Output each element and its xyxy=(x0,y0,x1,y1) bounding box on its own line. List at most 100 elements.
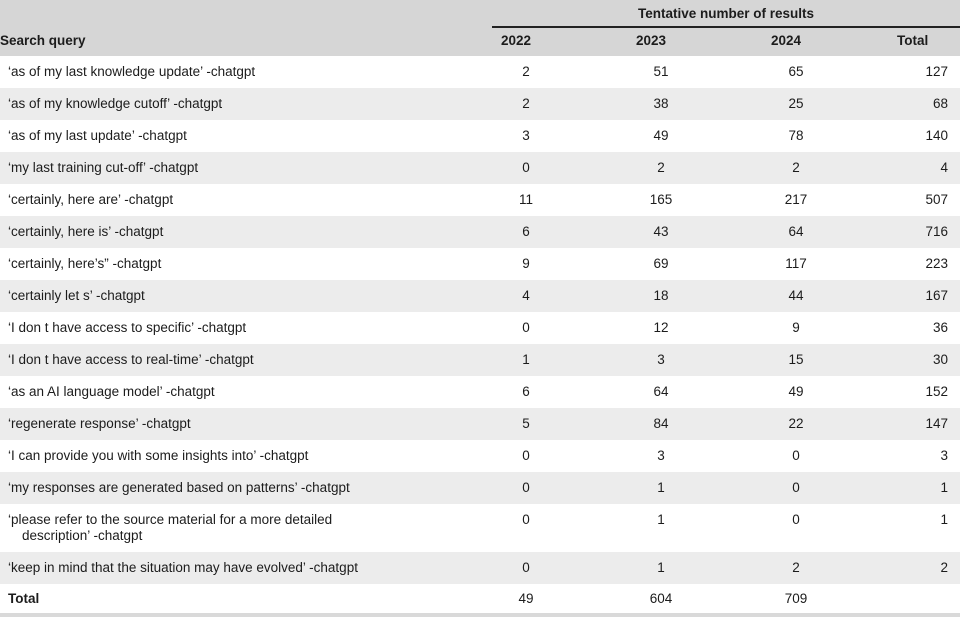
query-cell: ‘I can provide you with some insights in… xyxy=(8,448,309,463)
col-header-search-query: Search query xyxy=(0,27,492,56)
value-total-cell: 167 xyxy=(925,288,949,303)
value-2024-cell: 78 xyxy=(788,128,804,143)
query-cell: ‘I don t have access to real-time’ -chat… xyxy=(8,352,254,367)
value-2023-cell: 3 xyxy=(657,352,665,367)
value-total-cell: 36 xyxy=(933,320,949,335)
value-2022-cell: 4 xyxy=(522,288,530,303)
value-2023-cell: 604 xyxy=(649,591,673,606)
value-2022-cell: 11 xyxy=(518,192,533,207)
value-2024-cell: 709 xyxy=(784,591,808,606)
value-2024-cell: 64 xyxy=(788,224,804,239)
value-2023-cell: 18 xyxy=(653,288,669,303)
table-row: ‘regenerate response’ -chatgpt 5 84 22 1… xyxy=(0,408,960,440)
table-row: ‘I can provide you with some insights in… xyxy=(0,440,960,472)
value-total-cell: 1 xyxy=(940,480,949,495)
value-2024-cell: 25 xyxy=(788,96,804,111)
value-2024-cell: 0 xyxy=(792,448,800,463)
query-cell: ‘my last training cut-off’ -chatgpt xyxy=(8,160,199,175)
value-2022-cell: 49 xyxy=(518,591,534,606)
query-cell: ‘keep in mind that the situation may hav… xyxy=(8,560,358,575)
search-query-results-table: Tentative number of results Search query… xyxy=(0,0,960,613)
query-cell: ‘as of my last knowledge update’ -chatgp… xyxy=(8,64,256,79)
value-2022-cell: 6 xyxy=(522,224,530,239)
group-header-row: Tentative number of results xyxy=(0,0,960,28)
value-2024-cell: 2 xyxy=(792,160,800,175)
value-total-cell: 152 xyxy=(925,384,949,399)
value-2023-cell: 165 xyxy=(649,192,673,207)
table-row: ‘as of my knowledge cutoff’ -chatgpt 2 3… xyxy=(0,88,960,120)
query-cell: ‘my responses are generated based on pat… xyxy=(8,480,350,495)
table-row: ‘as of my last update’ -chatgpt 3 49 78 … xyxy=(0,120,960,152)
query-cell: ‘certainly, here is’ -chatgpt xyxy=(8,224,164,239)
value-total-cell: 223 xyxy=(925,256,949,271)
value-2022-cell: 0 xyxy=(522,512,530,527)
value-2024-cell: 0 xyxy=(792,512,800,527)
value-2023-cell: 12 xyxy=(653,320,669,335)
value-2023-cell: 49 xyxy=(653,128,669,143)
query-cell: ‘as of my last update’ -chatgpt xyxy=(8,128,187,143)
table-row: ‘as an AI language model’ -chatgpt 6 64 … xyxy=(0,376,960,408)
value-2022-cell: 0 xyxy=(522,560,530,575)
bottom-rule xyxy=(0,613,960,617)
value-total-cell: 30 xyxy=(933,352,949,367)
table-header: Tentative number of results Search query… xyxy=(0,0,960,56)
table-row: ‘certainly let s’ -chatgpt 4 18 44 167 xyxy=(0,280,960,312)
value-2024-cell: 217 xyxy=(784,192,808,207)
query-cell: ‘certainly, here’s” -chatgpt xyxy=(8,256,162,271)
value-2022-cell: 9 xyxy=(522,256,530,271)
value-2022-cell: 2 xyxy=(522,64,530,79)
table-row: ‘my responses are generated based on pat… xyxy=(0,472,960,504)
query-cell: ‘please refer to the source material for… xyxy=(8,512,333,543)
total-row: Total 49 604 709 xyxy=(0,584,960,613)
query-cell: ‘I don t have access to specific’ -chatg… xyxy=(8,320,247,335)
value-2024-cell: 65 xyxy=(788,64,804,79)
query-cell: ‘as of my knowledge cutoff’ -chatgpt xyxy=(8,96,223,111)
value-2023-cell: 1 xyxy=(657,560,665,575)
query-cell: ‘regenerate response’ -chatgpt xyxy=(8,416,191,431)
value-2024-cell: 15 xyxy=(788,352,804,367)
value-2022-cell: 1 xyxy=(522,352,530,367)
value-total-cell: 2 xyxy=(940,560,949,575)
group-header-label: Tentative number of results xyxy=(638,6,815,21)
table-row: ‘my last training cut-off’ -chatgpt 0 2 … xyxy=(0,152,960,184)
value-2022-cell: 0 xyxy=(522,448,530,463)
value-total-cell: 4 xyxy=(940,160,949,175)
value-2022-cell: 3 xyxy=(522,128,530,143)
value-2022-cell: 0 xyxy=(522,320,530,335)
col-header-total: Total xyxy=(897,27,960,56)
col-header-2022: 2022 xyxy=(492,27,627,56)
value-2024-cell: 44 xyxy=(788,288,804,303)
query-cell: ‘certainly, here are’ -chatgpt xyxy=(8,192,174,207)
value-total-cell: 127 xyxy=(925,64,949,79)
value-2022-cell: 6 xyxy=(522,384,530,399)
value-2024-cell: 9 xyxy=(792,320,800,335)
value-2023-cell: 3 xyxy=(657,448,665,463)
group-header-spacer xyxy=(0,0,492,27)
value-total-cell: 68 xyxy=(933,96,949,111)
value-total-cell: 1 xyxy=(940,512,949,527)
col-header-2024: 2024 xyxy=(762,27,897,56)
value-2023-cell: 64 xyxy=(653,384,669,399)
value-2023-cell: 43 xyxy=(653,224,669,239)
value-2024-cell: 0 xyxy=(792,480,800,495)
value-2024-cell: 117 xyxy=(785,256,807,271)
value-total-cell: 507 xyxy=(925,192,949,207)
value-2023-cell: 1 xyxy=(657,480,665,495)
value-2022-cell: 0 xyxy=(522,160,530,175)
value-total-cell: 3 xyxy=(940,448,949,463)
value-2023-cell: 2 xyxy=(657,160,665,175)
group-header-cell: Tentative number of results xyxy=(492,0,960,28)
table-row: ‘I don t have access to real-time’ -chat… xyxy=(0,344,960,376)
value-2022-cell: 5 xyxy=(522,416,530,431)
value-total-cell: 140 xyxy=(925,128,949,143)
query-cell: Total xyxy=(8,591,40,606)
value-2024-cell: 22 xyxy=(788,416,804,431)
table-row: ‘as of my last knowledge update’ -chatgp… xyxy=(0,56,960,88)
query-cell: ‘certainly let s’ -chatgpt xyxy=(8,288,145,303)
query-cell: ‘as an AI language model’ -chatgpt xyxy=(8,384,215,399)
value-total-cell xyxy=(897,584,960,613)
col-header-2023: 2023 xyxy=(627,27,762,56)
table-row: ‘I don t have access to specific’ -chatg… xyxy=(0,312,960,344)
table-row: ‘please refer to the source material for… xyxy=(0,504,960,552)
